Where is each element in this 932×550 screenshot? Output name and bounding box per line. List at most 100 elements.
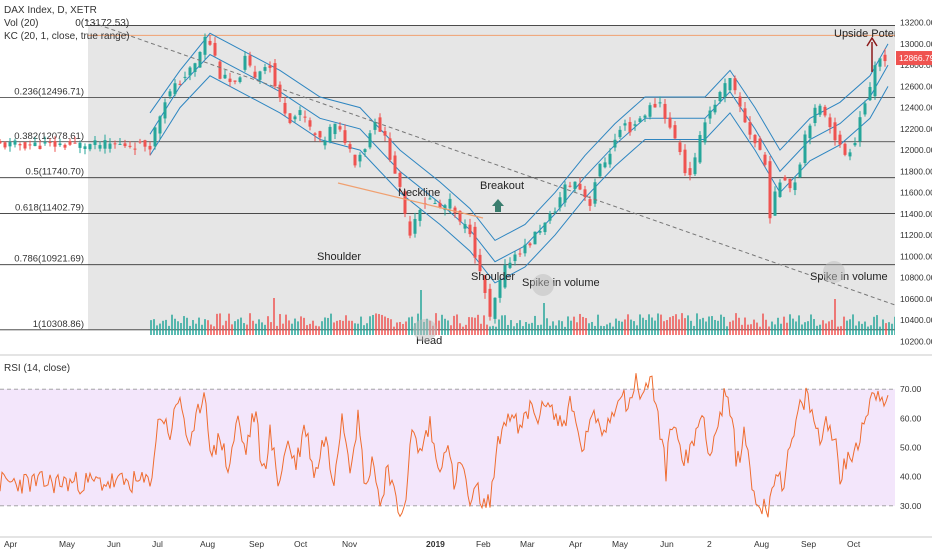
volume-bar [843,316,845,335]
fib-label: 0.382(12078.61) [14,131,84,142]
candle-body [368,133,372,148]
candle-body [788,178,792,189]
candle-body [558,197,562,208]
candle-body [388,138,392,160]
candle-body [298,110,302,116]
candle-body [168,91,172,97]
candle-body [833,122,837,141]
upside-arrowhead [866,36,878,47]
candle-body [448,198,452,209]
volume-bar [309,323,311,335]
volume-bar [348,320,350,335]
volume-bar [189,325,191,335]
price-axis-bg [895,0,932,550]
candle-body [38,145,42,149]
volume-bar [585,318,587,335]
time-tick-label: Sep [249,539,264,549]
volume-bar [792,318,794,335]
candle-body [673,125,677,139]
candle-body [123,143,127,147]
volume-bar [618,320,620,335]
volume-bar [240,317,242,335]
candle-body [303,116,307,118]
volume-bar [480,323,482,335]
volume-bar [648,314,650,335]
candle-body [728,78,732,91]
volume-bar [636,325,638,335]
volume-legend: Vol (20) 0(13172.53) [4,17,130,30]
candle-body [688,168,692,176]
volume-bar [840,326,842,335]
volume-bar [591,321,593,335]
volume-bar [477,314,479,335]
volume-bar [576,322,578,335]
candle-body [823,106,827,116]
volume-bar [222,325,224,335]
volume-bar [534,315,536,335]
candle-body [93,140,97,145]
volume-bar [882,319,884,335]
candle-body [243,55,247,70]
spike-marker-2 [823,261,845,283]
candle-body [523,244,527,254]
volume-bar [522,326,524,335]
volume-bar [624,319,626,335]
volume-bar [213,326,215,335]
volume-bar [654,320,656,335]
volume-bar [762,313,764,335]
last-price-tag [896,51,932,66]
time-tick-label: Oct [847,539,861,549]
chart-title: DAX Index, D, XETR [4,5,97,16]
candle-body [603,162,607,168]
rsi-line [0,373,889,518]
candle-body [378,117,382,132]
candle-body [648,105,652,117]
volume-bar [306,325,308,335]
candle-body [753,134,757,144]
time-tick-label: May [612,539,629,549]
volume-bar [855,325,857,335]
volume-bar [474,317,476,335]
candle-body [763,154,767,165]
candle-body [418,209,422,221]
volume-bar [156,325,158,335]
candle-body [323,140,327,146]
volume-bar [207,320,209,335]
candle-body [133,148,137,150]
volume-bar [282,323,284,335]
volume-bar [747,324,749,335]
rsi-tick-label: 30.00 [900,501,922,511]
candle-body [683,149,687,174]
volume-bar [504,315,506,335]
volume-bar [885,323,887,335]
volume-bar [813,319,815,335]
candle-body [853,143,857,146]
volume-bar [837,326,839,335]
chart-legend: DAX Index, D, XETR Vol (20) 0(13172.53) … [4,4,130,43]
volume-bar [675,314,677,335]
candle-body [173,83,177,95]
candle-body [318,131,322,138]
volume-bar [777,317,779,335]
candle-body [518,253,522,255]
candle-body [773,191,777,216]
candle-body [268,65,272,68]
volume-bar [603,326,605,335]
candle-body [228,78,232,83]
candle-body [543,222,547,233]
volume-bar [561,321,563,335]
candle-body [693,157,697,175]
volume-bar [870,325,872,335]
candle-body [148,145,152,150]
candle-body [158,116,162,134]
volume-label: Vol (20) [4,18,39,29]
candle-body [28,144,32,146]
time-tick-label: Apr [569,539,582,549]
candle-body [793,182,797,191]
price-tick-label: 10400.00 [900,315,932,325]
volume-bar [828,321,830,335]
candle-body [743,108,747,123]
candle-body [398,172,402,187]
volume-bar [642,317,644,335]
volume-bar [717,320,719,335]
